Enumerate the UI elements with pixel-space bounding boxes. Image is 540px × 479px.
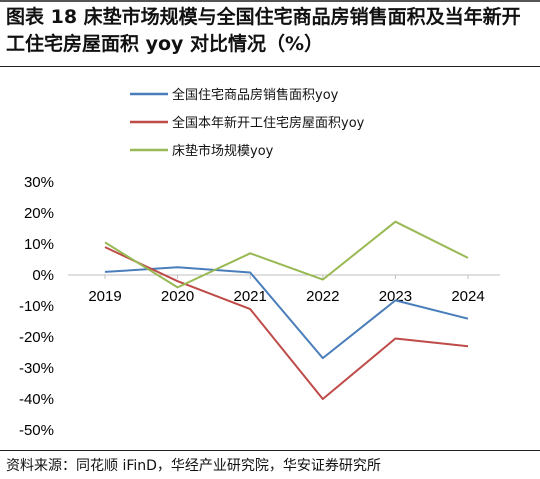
x-tick-label: 2024 — [451, 288, 484, 305]
top-rule — [0, 0, 540, 2]
y-axis: 30% 20% 10% 0% -10% -20% -30% -40% -50% — [19, 174, 54, 439]
legend: 全国住宅商品房销售面积yoy 全国本年新开工住宅房屋面积yoy 床垫市场规模yoy — [130, 87, 365, 159]
series-line-1 — [104, 266, 469, 360]
page-title: 图表 18 床垫市场规模与全国住宅商品房销售面积及当年新开工住宅房屋面积 yoy… — [6, 6, 521, 55]
y-tick-label: 20% — [24, 205, 54, 222]
x-tick-label: 2022 — [306, 288, 339, 305]
y-tick-label: 0% — [32, 267, 54, 284]
legend-label-2: 全国本年新开工住宅房屋面积yoy — [172, 115, 365, 131]
y-tick-label: 10% — [24, 236, 54, 253]
y-tick-label: -30% — [19, 360, 54, 377]
y-tick-label: -40% — [19, 391, 54, 408]
legend-label-3: 床垫市场规模yoy — [172, 143, 274, 159]
y-tick-label: -20% — [19, 329, 54, 346]
x-tick-label: 2023 — [379, 288, 412, 305]
bottom-rule — [0, 450, 540, 451]
source-note: 资料来源：同花顺 iFinD，华经产业研究院，华安证券研究所 — [6, 458, 381, 474]
title-rule — [0, 66, 540, 67]
legend-label-1: 全国住宅商品房销售面积yoy — [172, 87, 339, 103]
x-tick-label: 2020 — [161, 288, 194, 305]
line-chart: 全国住宅商品房销售面积yoy全国本年新开工住宅房屋面积yoy床垫市场规模yoy … — [19, 87, 500, 439]
x-axis: 2019 2020 2021 2022 2023 2024 — [88, 275, 485, 305]
series-line-2 — [104, 246, 469, 400]
x-tick-label: 2019 — [88, 288, 121, 305]
series-line-3 — [104, 220, 469, 289]
y-tick-label: -10% — [19, 298, 54, 315]
y-tick-label: -50% — [19, 422, 54, 439]
y-tick-label: 30% — [24, 174, 54, 191]
series-group — [104, 220, 469, 400]
x-tick-label: 2021 — [234, 288, 267, 305]
